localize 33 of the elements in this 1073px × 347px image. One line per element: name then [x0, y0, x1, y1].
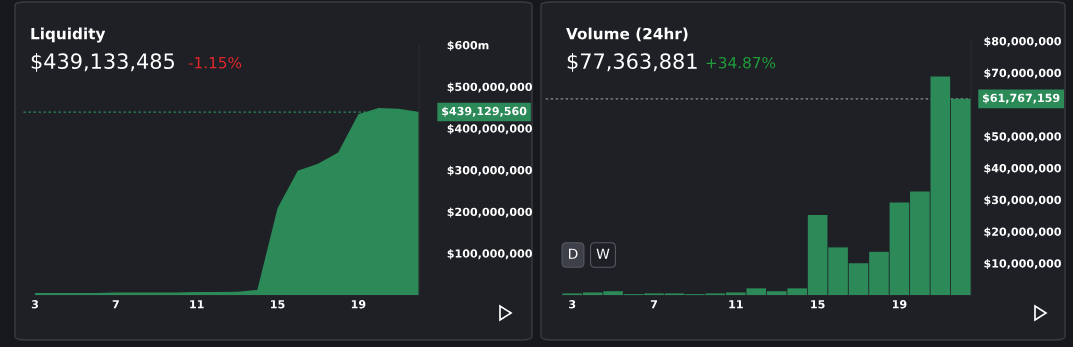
x-tick-label: 7 [650, 300, 658, 309]
y-tick-label: $50,000,000 [984, 132, 1061, 143]
x-tick-label: 19 [892, 300, 907, 309]
y-tick-label: $40,000,000 [984, 163, 1061, 174]
x-tick-label: 7 [112, 300, 119, 309]
y-tick-label: $70,000,000 [984, 68, 1061, 79]
y-tick-label: $200,000,000 [447, 207, 532, 218]
annotation: D [569, 248, 578, 259]
annotation: W [596, 248, 610, 259]
chart-title: Liquidity [31, 27, 106, 43]
x-tick-label: 3 [31, 300, 38, 309]
chart-title: Volume (24hr) [566, 27, 688, 42]
y-tick-label: $500,000,000 [447, 82, 532, 93]
ref-line-label: $439,129,560 [442, 106, 527, 117]
y-tick-label: $400,000,000 [447, 124, 532, 135]
y-tick-label: $300,000,000 [447, 165, 532, 176]
y-tick-label: $10,000,000 [984, 259, 1061, 270]
chart-subtitle: $439,133,485 [31, 52, 174, 72]
x-tick-label: 15 [811, 300, 825, 309]
y-tick-label: $30,000,000 [984, 195, 1061, 206]
annotation: +34.87% [706, 56, 776, 69]
y-tick-label: $20,000,000 [984, 227, 1061, 238]
y-tick-label: $80,000,000 [984, 36, 1061, 47]
x-tick-label: 15 [271, 300, 285, 309]
text: $77,363,881 [567, 52, 697, 72]
y-tick-label: $600m [447, 40, 489, 51]
y-tick-label: $100,000,000 [447, 249, 532, 260]
x-tick-label: 11 [729, 300, 743, 309]
ref-line-label: $61,767,159 [982, 93, 1060, 104]
x-tick-label: 19 [351, 300, 366, 309]
x-tick-label: 3 [569, 300, 576, 309]
x-tick-label: 11 [190, 300, 204, 309]
annotation: -1.15% [188, 56, 242, 69]
